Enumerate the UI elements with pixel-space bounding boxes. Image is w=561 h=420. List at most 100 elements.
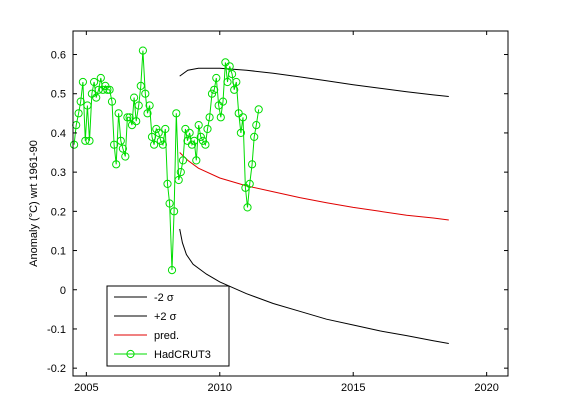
- data-point: [81, 136, 90, 145]
- legend: -2 σ +2 σ pred. HadCRUT3: [106, 285, 230, 367]
- data-point: [121, 152, 130, 161]
- series-3: [70, 46, 263, 275]
- y-tick-label: 0.4: [51, 128, 66, 140]
- data-point: [141, 89, 150, 98]
- data-point: [130, 93, 139, 102]
- data-point: [254, 105, 263, 114]
- legend-marker: [126, 349, 135, 359]
- data-point: [154, 128, 163, 137]
- series-1: [179, 67, 449, 97]
- data-point: [163, 179, 172, 188]
- legend-label: -2 σ: [154, 292, 174, 304]
- data-point: [185, 128, 194, 137]
- axes-layer: 2005 2010 2015 2020 -0.2 -0.1 0 0.1 0.2 0.3 0.4 0.5…: [47, 31, 508, 394]
- series-layer: [70, 46, 449, 344]
- data-point: [243, 203, 252, 212]
- data-point: [83, 101, 92, 110]
- data-point: [112, 160, 121, 169]
- data-point: [94, 85, 103, 94]
- data-point: [165, 199, 174, 208]
- y-tick-label: -0.2: [47, 363, 66, 375]
- series-0: [179, 228, 449, 344]
- x-tick-label: 2010: [208, 382, 232, 394]
- data-point: [228, 70, 237, 79]
- data-point: [192, 156, 201, 165]
- legend-label: HadCRUT3: [154, 349, 211, 361]
- data-point: [134, 101, 143, 110]
- data-point: [70, 140, 79, 149]
- data-point: [116, 136, 125, 145]
- series-line: [179, 67, 449, 97]
- data-point: [172, 109, 181, 118]
- y-tick-label: 0: [60, 285, 66, 297]
- data-point: [201, 140, 210, 149]
- data-point: [250, 132, 259, 141]
- data-point: [225, 62, 234, 71]
- series-2: [179, 152, 449, 221]
- plot-frame: [72, 30, 509, 377]
- data-point: [212, 73, 221, 83]
- x-tick-label: 2005: [74, 382, 98, 394]
- data-point: [252, 121, 261, 130]
- data-point: [138, 46, 147, 55]
- y-tick-label: 0.1: [51, 246, 66, 258]
- x-tick-label: 2015: [341, 382, 365, 394]
- data-point: [123, 113, 132, 122]
- data-point: [143, 109, 152, 118]
- data-point: [232, 77, 241, 87]
- data-point: [194, 121, 203, 130]
- data-point: [132, 117, 141, 126]
- data-point: [125, 113, 134, 122]
- data-point: [176, 168, 185, 177]
- data-point: [187, 140, 197, 149]
- legend-box: [106, 285, 230, 367]
- data-point: [238, 113, 248, 122]
- y-tick-label: 0.6: [51, 50, 66, 62]
- data-point: [78, 77, 88, 87]
- legend-label: pred.: [154, 330, 179, 342]
- data-point: [161, 124, 170, 134]
- y-axis-title: Anomaly (°C) wrt 1961-90: [28, 140, 40, 267]
- data-point: [85, 136, 94, 145]
- data-point: [92, 93, 101, 102]
- data-point: [107, 97, 117, 106]
- x-tick-label: 2020: [474, 382, 498, 394]
- y-tick-label: -0.1: [47, 324, 66, 336]
- data-point: [207, 89, 217, 98]
- y-tick-label: 0.5: [51, 89, 66, 101]
- data-point: [150, 140, 159, 149]
- data-point: [136, 81, 145, 91]
- data-point: [145, 101, 154, 110]
- data-point: [190, 136, 199, 145]
- data-point: [103, 85, 112, 94]
- data-point: [223, 77, 232, 87]
- data-point: [170, 207, 179, 216]
- data-point: [203, 124, 212, 134]
- data-point: [156, 136, 165, 145]
- data-point: [230, 85, 239, 94]
- data-point: [90, 77, 99, 87]
- data-point: [74, 109, 83, 118]
- data-point: [248, 160, 257, 169]
- data-point: [118, 144, 128, 153]
- data-point: [158, 140, 167, 149]
- data-point: [236, 128, 245, 137]
- y-tick-label: 0.2: [51, 206, 66, 218]
- data-point: [218, 97, 228, 106]
- data-point: [114, 109, 123, 118]
- data-point: [174, 175, 183, 185]
- data-point: [76, 97, 85, 106]
- data-point: [196, 132, 205, 141]
- data-point: [147, 132, 157, 141]
- data-point: [210, 85, 219, 94]
- y-tick-label: 0.3: [51, 167, 66, 179]
- data-point: [105, 85, 114, 94]
- data-point: [96, 73, 105, 83]
- data-point: [205, 113, 214, 122]
- data-point: [110, 140, 119, 149]
- data-point: [178, 156, 188, 165]
- data-point: [167, 266, 177, 275]
- data-point: [245, 179, 254, 188]
- legend-label: +2 σ: [154, 311, 177, 323]
- data-point: [216, 113, 225, 122]
